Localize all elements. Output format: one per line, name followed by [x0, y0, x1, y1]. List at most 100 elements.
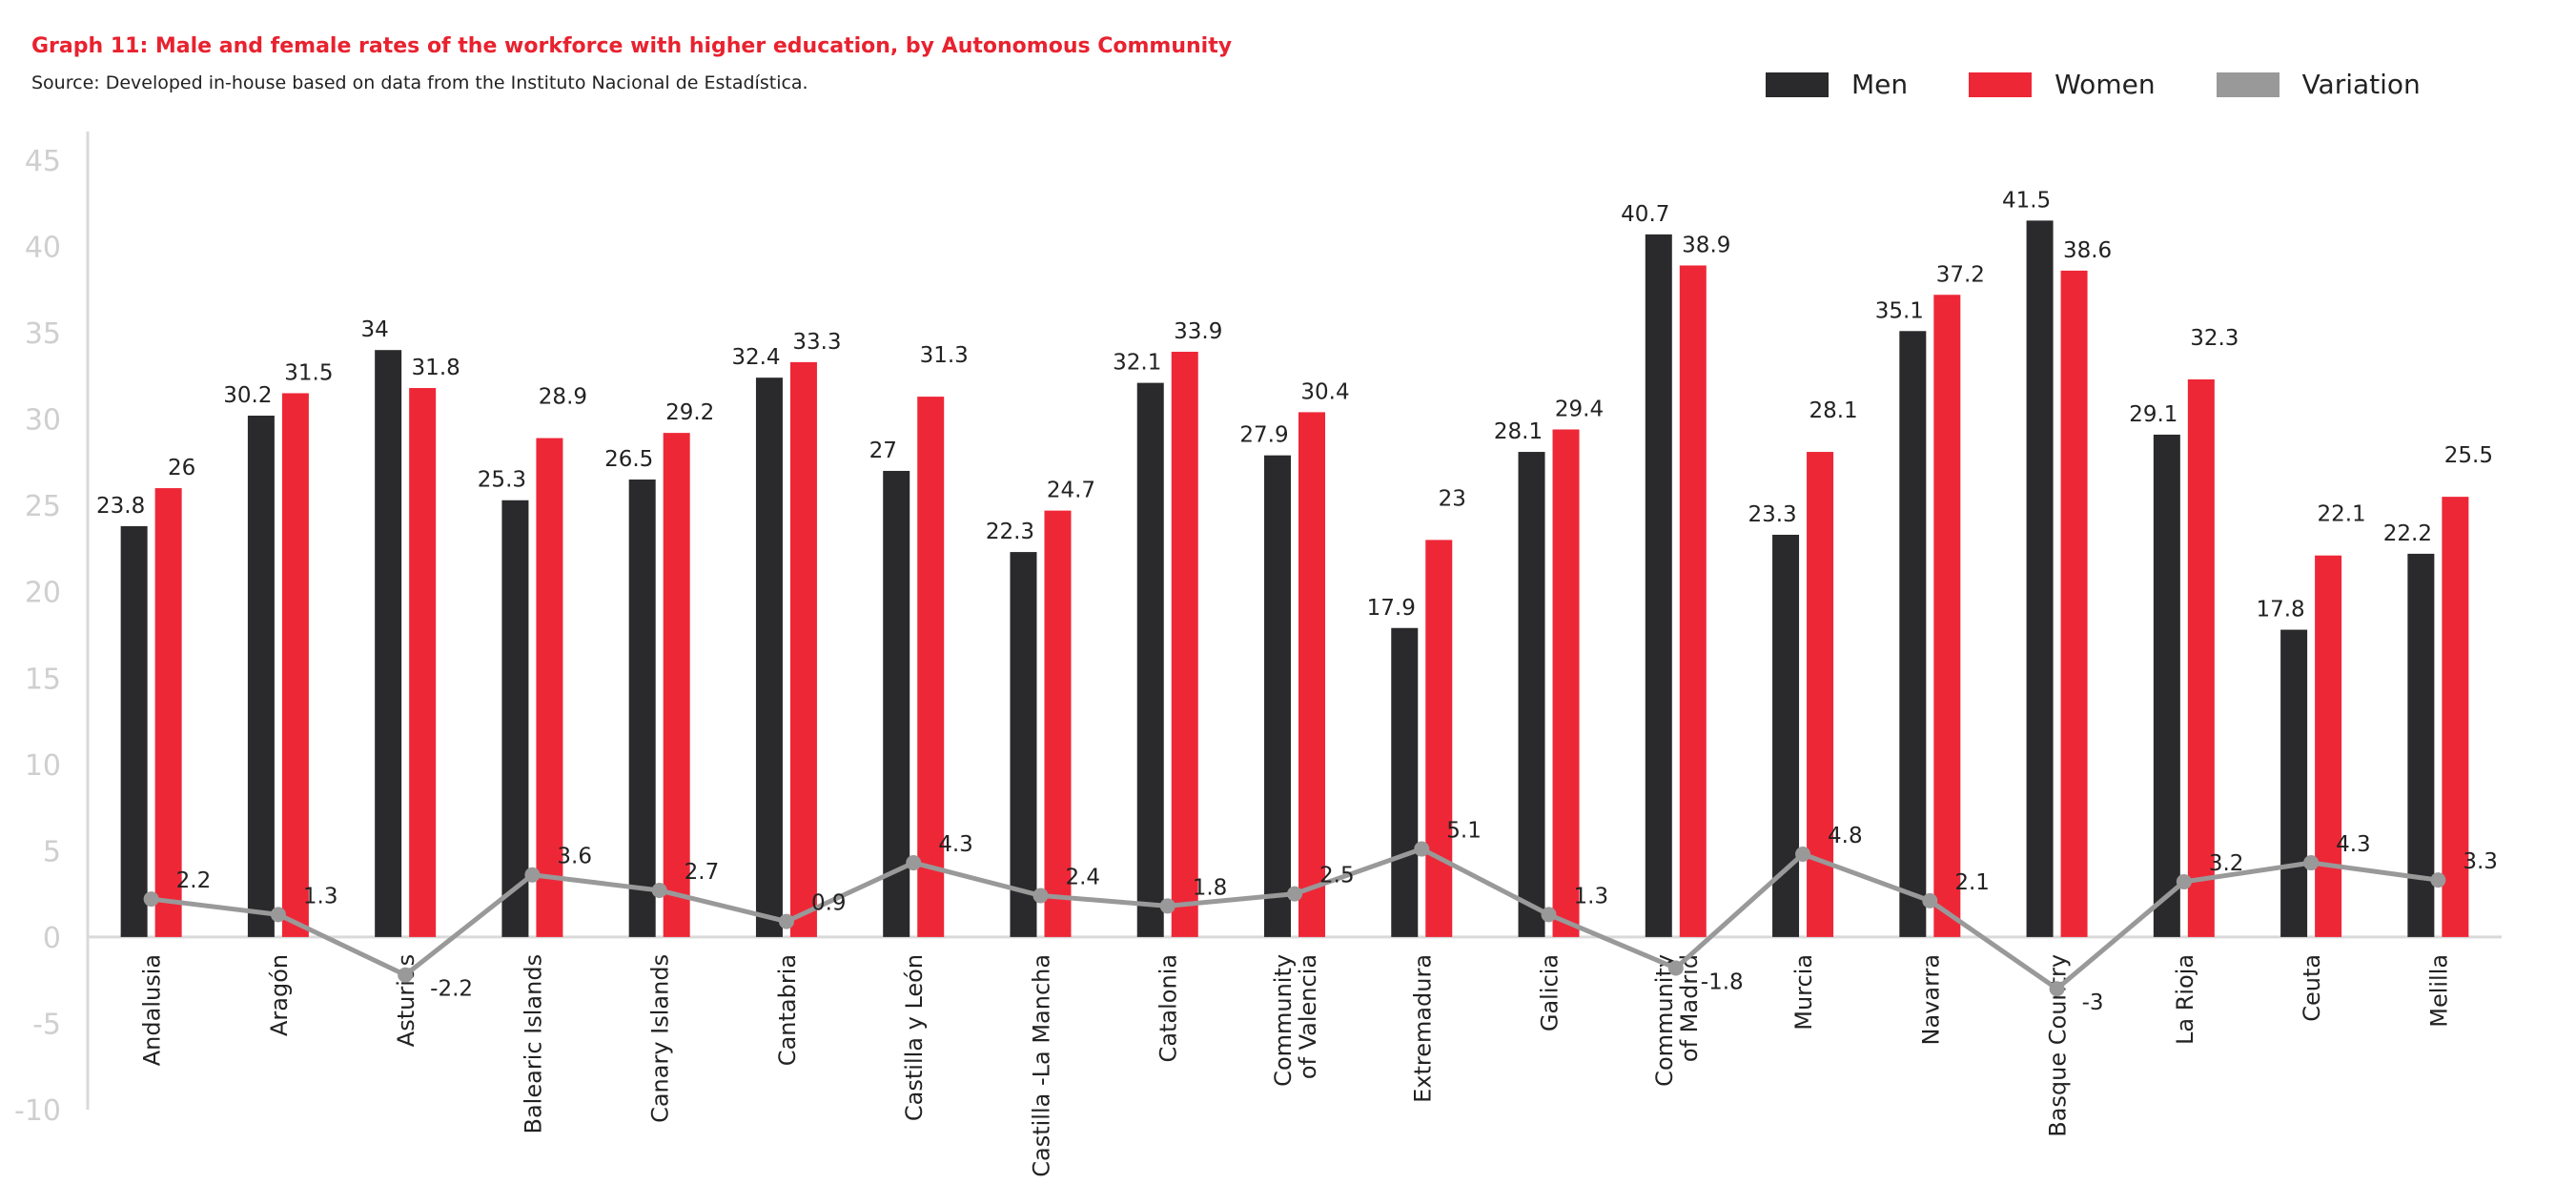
- variation-point: [906, 855, 922, 871]
- data-label-men: 30.2: [223, 383, 272, 408]
- data-label-variation: -3: [2082, 990, 2104, 1015]
- data-label-women: 23: [1439, 486, 1466, 511]
- data-label-women: 33.3: [792, 330, 841, 355]
- bar-men: [1264, 455, 1291, 937]
- legend-label: Variation: [2301, 69, 2421, 100]
- bar-women: [1425, 540, 1453, 937]
- bar-women: [409, 388, 437, 937]
- bar-men: [1136, 382, 1164, 937]
- data-label-men: 26.5: [604, 447, 653, 472]
- data-label-men: 22.3: [986, 520, 1034, 544]
- variation-point: [398, 967, 414, 983]
- data-label-variation: 1.8: [1193, 875, 1228, 900]
- data-label-women: 38.9: [1682, 233, 1730, 257]
- data-label-men: 29.1: [2129, 402, 2177, 427]
- bar-women: [2187, 378, 2215, 937]
- data-label-women: 32.3: [2190, 326, 2239, 351]
- x-tick-label: Aragón: [266, 954, 293, 1036]
- chart-title: Graph 11: Male and female rates of the w…: [31, 34, 1233, 58]
- bar-men: [755, 378, 783, 937]
- legend-label: Men: [1851, 69, 1909, 100]
- y-tick-label: 15: [25, 663, 61, 696]
- data-label-women: 37.2: [1936, 262, 1985, 287]
- bar-women: [1933, 295, 1961, 937]
- variation-point: [2303, 855, 2320, 871]
- data-label-men: 22.2: [2383, 521, 2432, 546]
- bar-men: [2153, 434, 2180, 937]
- y-tick-label: 35: [25, 317, 61, 351]
- x-tick-label: Castilla -La Mancha: [1028, 954, 1054, 1177]
- data-label-women: 33.9: [1174, 319, 1222, 344]
- bar-women: [154, 488, 182, 937]
- bar-men: [1645, 234, 1672, 937]
- y-tick-label: 45: [25, 145, 61, 178]
- variation-point: [143, 891, 159, 908]
- variation-point: [778, 913, 794, 929]
- bar-women: [1552, 429, 1580, 937]
- data-label-variation: 2.7: [685, 860, 720, 885]
- data-label-variation: 0.9: [811, 891, 847, 916]
- bar-men: [2026, 220, 2054, 937]
- bar-men: [1899, 331, 1927, 937]
- data-label-variation: 2.4: [1065, 865, 1100, 889]
- data-label-variation: 1.3: [1574, 884, 1609, 908]
- y-tick-label: -5: [32, 1008, 61, 1041]
- x-tick-label: Extremadura: [1409, 954, 1436, 1103]
- data-label-men: 17.8: [2256, 598, 2304, 623]
- bar-men: [247, 416, 275, 937]
- bar-men: [501, 500, 529, 937]
- data-label-women: 31.5: [284, 360, 333, 385]
- data-label-men: 27.9: [1239, 423, 1288, 448]
- legend-swatch: [1969, 71, 2033, 97]
- x-tick-label: La Rioja: [2172, 954, 2198, 1045]
- variation-point: [1541, 907, 1557, 923]
- data-label-variation: 2.2: [176, 868, 212, 893]
- variation-point: [524, 867, 541, 883]
- bar-men: [883, 470, 910, 937]
- x-tick-label: Andalusia: [139, 954, 166, 1066]
- x-tick-label: Ceuta: [2299, 954, 2325, 1022]
- legend-item-women: Women: [1969, 69, 2156, 100]
- data-label-men: 23.8: [96, 494, 145, 519]
- x-tick-label: Castilla y León: [901, 954, 928, 1121]
- x-tick-label: Melilla: [2425, 954, 2452, 1028]
- data-label-men: 34: [361, 317, 389, 342]
- x-tick-label: Balearic Islands: [520, 954, 546, 1134]
- data-label-women: 25.5: [2444, 443, 2493, 468]
- data-label-women: 28.1: [1809, 398, 1857, 423]
- bar-women: [281, 393, 309, 937]
- data-label-men: 27: [869, 439, 897, 463]
- data-label-women: 28.9: [539, 385, 587, 410]
- variation-point: [2430, 872, 2446, 888]
- bar-women: [917, 397, 945, 937]
- y-tick-label: 20: [25, 577, 61, 610]
- legend-label: Women: [2055, 69, 2156, 100]
- variation-point: [1414, 841, 1430, 857]
- data-label-variation: 1.3: [303, 884, 338, 908]
- y-tick-label: 30: [25, 404, 61, 438]
- variation-point: [651, 883, 667, 899]
- data-label-variation: 5.1: [1446, 819, 1482, 844]
- legend-swatch: [1766, 71, 1829, 97]
- data-label-women: 31.8: [412, 356, 460, 380]
- variation-point: [1922, 892, 1938, 908]
- y-tick-label: -10: [14, 1094, 61, 1128]
- y-tick-label: 10: [25, 749, 61, 783]
- data-label-men: 28.1: [1494, 419, 1543, 444]
- x-tick-label: Murcia: [1790, 954, 1817, 1031]
- x-tick-label: Communityof Madrid: [1651, 954, 1703, 1087]
- y-tick-label: 5: [43, 835, 61, 868]
- chart-source: Source: Developed in-house based on data…: [31, 72, 808, 93]
- variation-point: [1667, 960, 1684, 976]
- bar-men: [628, 480, 656, 937]
- data-label-variation: 2.1: [1954, 870, 1990, 895]
- data-label-women: 38.6: [2063, 238, 2112, 263]
- bar-women: [1044, 510, 1072, 937]
- data-label-variation: 4.3: [938, 832, 973, 857]
- bar-women: [2315, 555, 2342, 937]
- variation-point: [2176, 873, 2192, 889]
- y-tick-label: 25: [25, 490, 61, 523]
- data-label-men: 40.7: [1621, 202, 1669, 227]
- data-label-women: 24.7: [1047, 479, 1095, 503]
